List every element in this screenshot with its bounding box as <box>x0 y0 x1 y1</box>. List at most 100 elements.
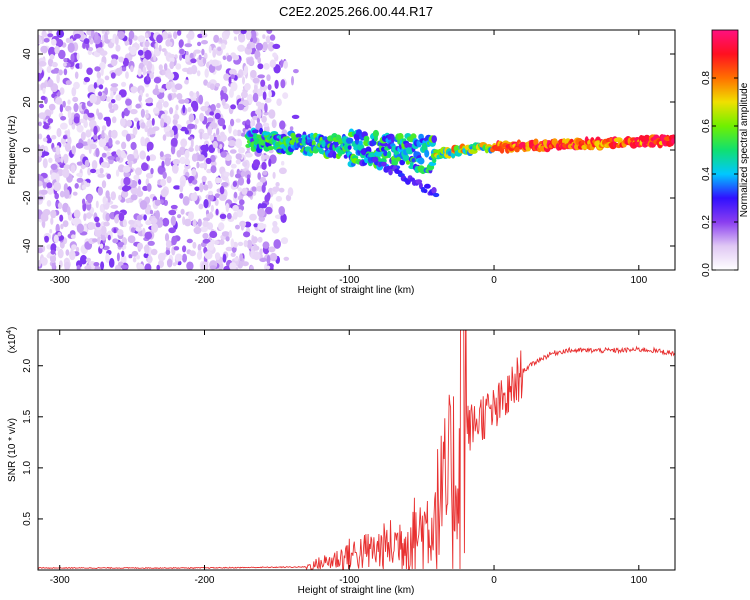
spectrogram-cell <box>175 104 179 111</box>
spectrogram-cell <box>53 67 60 74</box>
spectrogram-cell <box>176 30 182 36</box>
spectrogram-cell <box>134 117 139 122</box>
spectrogram-cell <box>123 176 131 186</box>
spectrogram-cell <box>65 249 70 256</box>
spectrogram-cell <box>217 47 222 52</box>
spectrogram-cell <box>274 214 283 220</box>
spectrogram-cell <box>86 67 93 75</box>
spectrogram-cell <box>264 194 270 203</box>
spectrogram-cell <box>259 257 267 263</box>
spectrogram-cell <box>38 72 42 82</box>
spectrogram-cell <box>83 145 91 150</box>
spectrogram-cell <box>201 48 205 56</box>
spectrogram-cell <box>105 253 110 263</box>
spectrogram-cell <box>38 34 42 44</box>
spectrogram-cell <box>86 194 93 204</box>
spectrogram-cell <box>397 133 404 140</box>
spectrogram-cell <box>261 161 267 170</box>
spectrogram-cell <box>40 257 48 266</box>
spectrogram-cell <box>155 41 159 50</box>
spectrogram-cell <box>208 190 213 196</box>
spectrogram-x-label: Height of straight line (km) <box>298 285 415 296</box>
spectrogram-cell <box>114 215 120 224</box>
spectrogram-cell <box>55 97 63 105</box>
spectrogram-cell <box>250 30 257 40</box>
spectrogram-cell <box>73 102 79 113</box>
spectrogram-cell <box>38 121 42 127</box>
spectrogram-cell <box>264 103 268 113</box>
spectrogram-cell <box>253 245 260 251</box>
spectrogram-cell <box>212 140 218 149</box>
spectrogram-cell <box>214 193 221 199</box>
spectrogram-cell <box>246 177 251 185</box>
spectrogram-cell <box>121 250 125 257</box>
spectrogram-cell <box>251 236 258 244</box>
spectrogram-cell <box>100 261 105 270</box>
spectrogram-cell <box>202 217 211 222</box>
spectrogram-cell <box>237 44 246 52</box>
colorbar-gradient <box>711 29 739 271</box>
spectrogram-cell <box>194 186 200 192</box>
spectrogram-cell <box>112 238 119 244</box>
spectrogram-cell <box>271 225 280 234</box>
colorbar-tick-label: 0.6 <box>701 119 712 133</box>
spectrogram-cell <box>228 140 236 147</box>
spectrogram-cell <box>233 36 237 41</box>
spectrogram-cell <box>146 183 152 192</box>
spectrogram-cell <box>38 260 41 267</box>
spectrogram-cell <box>87 222 96 230</box>
spectrogram-cell <box>62 168 70 178</box>
spectrogram-cell <box>84 182 91 188</box>
spectrogram-cell <box>257 222 266 231</box>
spectrogram-cell <box>252 159 261 168</box>
spectrogram-cell <box>272 220 278 228</box>
spectrogram-cell <box>169 61 175 70</box>
spectrogram-cell <box>112 103 119 111</box>
spectrogram-cell <box>101 30 105 34</box>
snr-series-line <box>38 330 675 570</box>
spectrogram-cell <box>182 253 187 263</box>
spectrogram-cell <box>671 138 675 144</box>
spectrogram-cell <box>93 133 98 140</box>
spectrogram-cell <box>139 200 148 210</box>
spectrogram-cell <box>250 118 254 129</box>
snr-line-layer <box>38 330 675 570</box>
spectrogram-cell <box>173 31 178 39</box>
spectrogram-cell <box>170 204 178 210</box>
spectrogram-cell <box>230 252 236 257</box>
spectrogram-cell <box>218 194 227 201</box>
spectrogram-cell <box>146 73 150 82</box>
spectrogram-cell <box>243 65 249 74</box>
spectrogram-cell <box>121 141 127 150</box>
spectrogram-cell <box>246 239 253 249</box>
spectrogram-cell <box>251 129 259 134</box>
spectrogram-cell <box>91 160 98 170</box>
spectrogram-cell <box>209 83 215 90</box>
spectrogram-cell <box>165 249 171 255</box>
spectrogram-cell <box>161 31 168 40</box>
spectrogram-cell <box>87 167 92 176</box>
spectrogram-cell <box>165 131 171 137</box>
spectrogram-cell <box>110 204 119 209</box>
spectrogram-cell <box>381 161 387 167</box>
spectrogram-cell <box>219 186 225 195</box>
spectrogram-cell <box>287 187 294 197</box>
spectrogram-cell <box>203 199 209 209</box>
spectrogram-cell <box>146 155 151 162</box>
spectrogram-cell <box>122 219 127 228</box>
spectrogram-cell <box>121 190 129 198</box>
spectrogram-cell <box>432 157 437 164</box>
spectrogram-cell <box>173 185 181 190</box>
snr-scale-close: ) <box>7 327 18 330</box>
spectrogram-cell <box>266 30 273 34</box>
spectrogram-cell <box>48 157 53 163</box>
spectrogram-cell <box>179 54 183 61</box>
spectrogram-cell <box>60 223 64 230</box>
spectrogram-cell <box>199 163 206 169</box>
spectrogram-cell <box>280 79 286 89</box>
spectrogram-cell <box>143 252 149 259</box>
spectrogram-cell <box>83 38 90 45</box>
spectrogram-cell <box>266 254 271 265</box>
spectrogram-y-tick-label: 0 <box>22 147 33 153</box>
spectrogram-cell <box>272 52 277 58</box>
